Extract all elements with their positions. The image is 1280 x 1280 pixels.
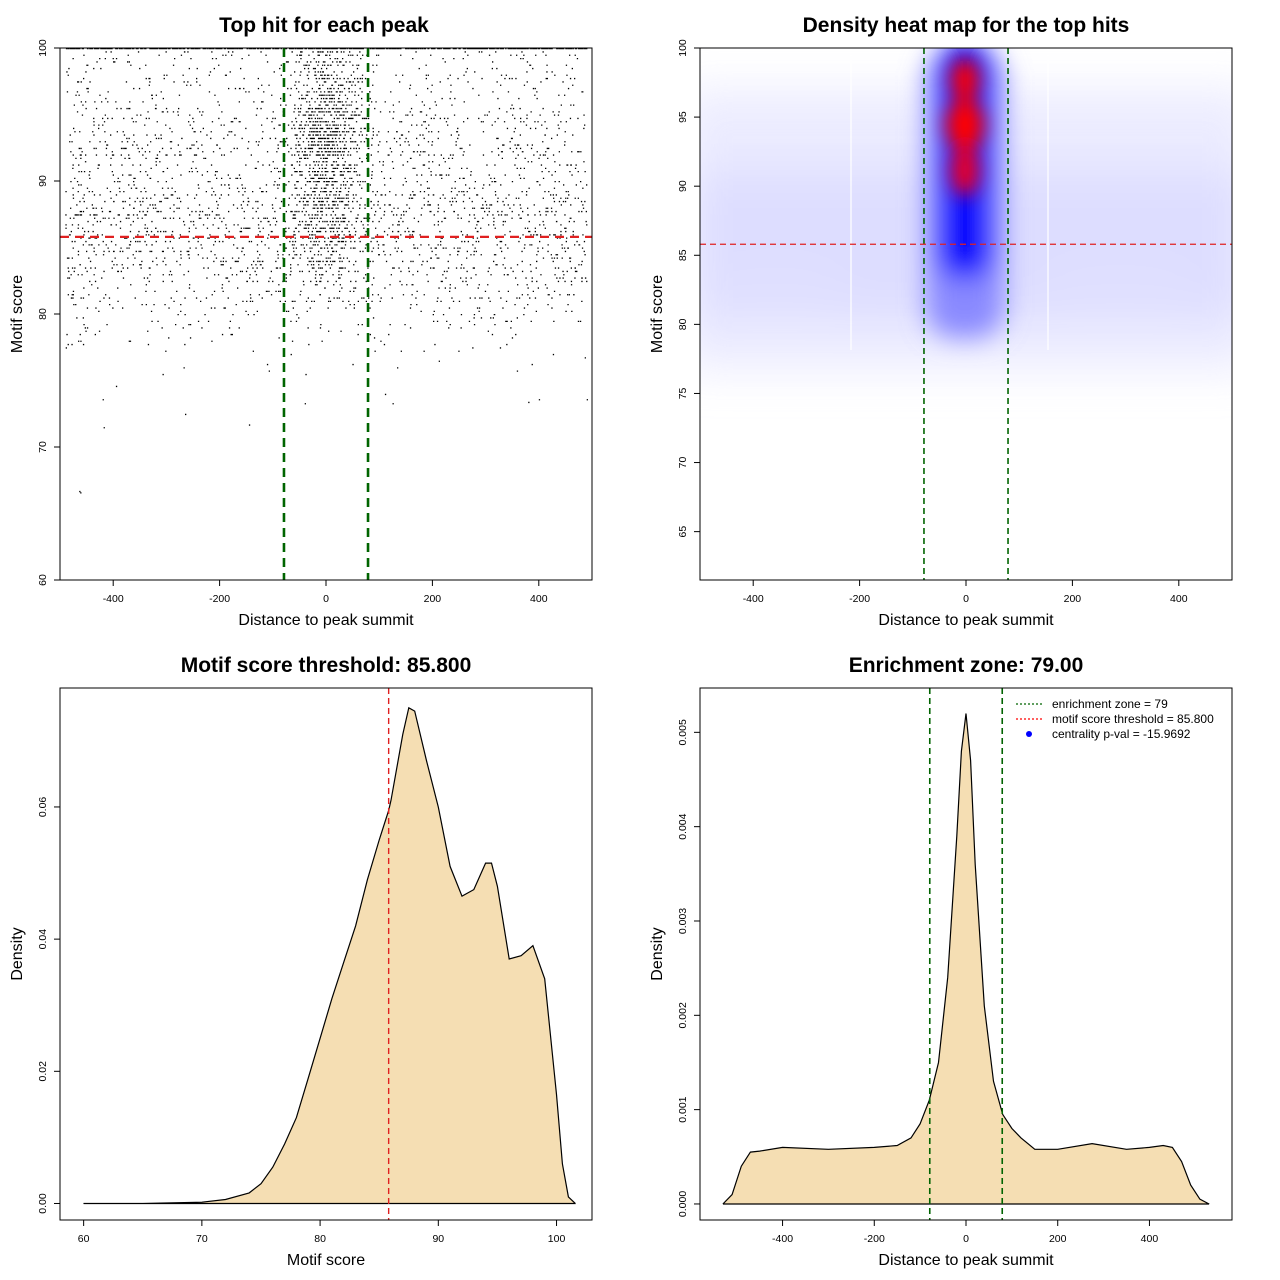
legend-pval-label: centrality p-val = -15.9692 <box>1052 727 1191 741</box>
distance-density-y-label: Density <box>649 927 666 980</box>
y-tick-label: 0.002 <box>677 1002 689 1028</box>
heatmap-panel: Density heat map for the top hits <box>649 14 1233 629</box>
scatter-point-cloud <box>65 48 589 494</box>
x-tick-label: 400 <box>530 593 548 605</box>
legend: enrichment zone = 79 motif score thresho… <box>1016 697 1214 741</box>
x-tick-label: 60 <box>78 1233 90 1245</box>
score-density-x-ticks: 60 70 80 90 100 <box>78 1220 566 1245</box>
x-tick-label: 0 <box>963 593 969 605</box>
y-tick-label: 100 <box>37 39 49 57</box>
heatmap-title: Density heat map for the top hits <box>803 14 1130 37</box>
legend-pval-swatch <box>1026 731 1032 737</box>
score-density-x-label: Motif score <box>287 1252 365 1269</box>
x-tick-label: -400 <box>772 1233 793 1245</box>
x-tick-label: 90 <box>432 1233 444 1245</box>
x-tick-label: 0 <box>323 593 329 605</box>
legend-threshold-label: motif score threshold = 85.800 <box>1052 712 1214 726</box>
legend-enrichment-label: enrichment zone = 79 <box>1052 697 1168 711</box>
score-density-curve <box>83 706 576 1205</box>
x-tick-label: 70 <box>196 1233 208 1245</box>
scatter-points <box>65 48 589 494</box>
heatmap-y-label: Motif score <box>649 275 666 353</box>
y-tick-label: 65 <box>677 526 689 538</box>
y-tick-label: 0.003 <box>677 908 689 934</box>
y-tick-label: 0.004 <box>677 813 689 839</box>
distance-density-x-label: Distance to peak summit <box>878 1252 1054 1269</box>
y-tick-label: 0.06 <box>37 797 49 818</box>
x-tick-label: 0 <box>963 1233 969 1245</box>
enrichment-zone-lines <box>928 688 1004 1220</box>
score-density-plot-frame <box>59 687 593 1221</box>
y-tick-label: 80 <box>37 308 49 320</box>
y-tick-label: 85 <box>677 249 689 261</box>
y-tick-label: 75 <box>677 387 689 399</box>
x-tick-label: 80 <box>314 1233 326 1245</box>
scatter-y-ticks: 60 70 80 90 100 <box>37 39 60 586</box>
x-tick-label: 400 <box>1141 1233 1159 1245</box>
y-tick-label: 70 <box>677 457 689 469</box>
scatter-x-ticks: -400 -200 0 200 400 <box>103 580 548 605</box>
distance-density-y-ticks: 0.000 0.001 0.002 0.003 0.004 0.005 <box>677 719 700 1217</box>
heatmap-x-ticks: -400 -200 0 200 400 <box>743 580 1188 605</box>
distance-density-panel: Enrichment zone: 79.00 -400 -200 0 200 400 0… <box>649 654 1233 1269</box>
y-tick-label: 60 <box>37 574 49 586</box>
scatter-panel: Top hit for each peak -400 -200 0 200 400 60… <box>9 14 593 629</box>
distance-density-x-ticks: -400 -200 0 200 400 <box>772 1220 1158 1245</box>
distance-density-title: Enrichment zone: 79.00 <box>849 654 1084 677</box>
y-tick-label: 0.00 <box>37 1193 49 1214</box>
scatter-y-label: Motif score <box>9 275 26 353</box>
y-tick-label: 95 <box>677 111 689 123</box>
y-tick-label: 90 <box>677 180 689 192</box>
x-tick-label: -200 <box>864 1233 885 1245</box>
x-tick-label: -200 <box>849 593 870 605</box>
y-tick-label: 0.04 <box>37 929 49 950</box>
heatmap-hotspot <box>946 58 984 196</box>
x-tick-label: 100 <box>548 1233 566 1245</box>
scatter-title: Top hit for each peak <box>219 14 429 37</box>
x-tick-label: -200 <box>209 593 230 605</box>
score-density-title: Motif score threshold: 85.800 <box>181 654 472 677</box>
score-density-y-ticks: 0.00 0.02 0.04 0.06 <box>37 797 60 1214</box>
y-tick-label: 80 <box>677 318 689 330</box>
score-density-panel: Motif score threshold: 85.800 60 70 80 90 10… <box>9 654 593 1269</box>
heatmap-y-ticks: 65 70 75 80 85 90 95 100 <box>677 39 700 537</box>
y-tick-label: 0.02 <box>37 1061 49 1082</box>
heatmap-density <box>700 48 1232 580</box>
heatmap-x-label: Distance to peak summit <box>878 612 1054 629</box>
scatter-plot-frame <box>59 47 593 581</box>
x-tick-label: -400 <box>103 593 124 605</box>
y-tick-label: 100 <box>677 39 689 57</box>
x-tick-label: 400 <box>1170 593 1188 605</box>
y-tick-label: 70 <box>37 441 49 453</box>
y-tick-label: 0.000 <box>677 1191 689 1217</box>
y-tick-label: 90 <box>37 175 49 187</box>
scatter-reference-lines <box>60 48 592 580</box>
x-tick-label: 200 <box>1049 1233 1067 1245</box>
x-tick-label: 200 <box>424 593 442 605</box>
y-tick-label: 0.005 <box>677 719 689 745</box>
y-tick-label: 0.001 <box>677 1096 689 1122</box>
scatter-x-label: Distance to peak summit <box>238 612 414 629</box>
score-density-y-label: Density <box>9 927 26 980</box>
x-tick-label: 200 <box>1064 593 1082 605</box>
distance-density-curve <box>722 713 1210 1205</box>
heatmap-reference-lines <box>700 48 1232 580</box>
x-tick-label: -400 <box>743 593 764 605</box>
